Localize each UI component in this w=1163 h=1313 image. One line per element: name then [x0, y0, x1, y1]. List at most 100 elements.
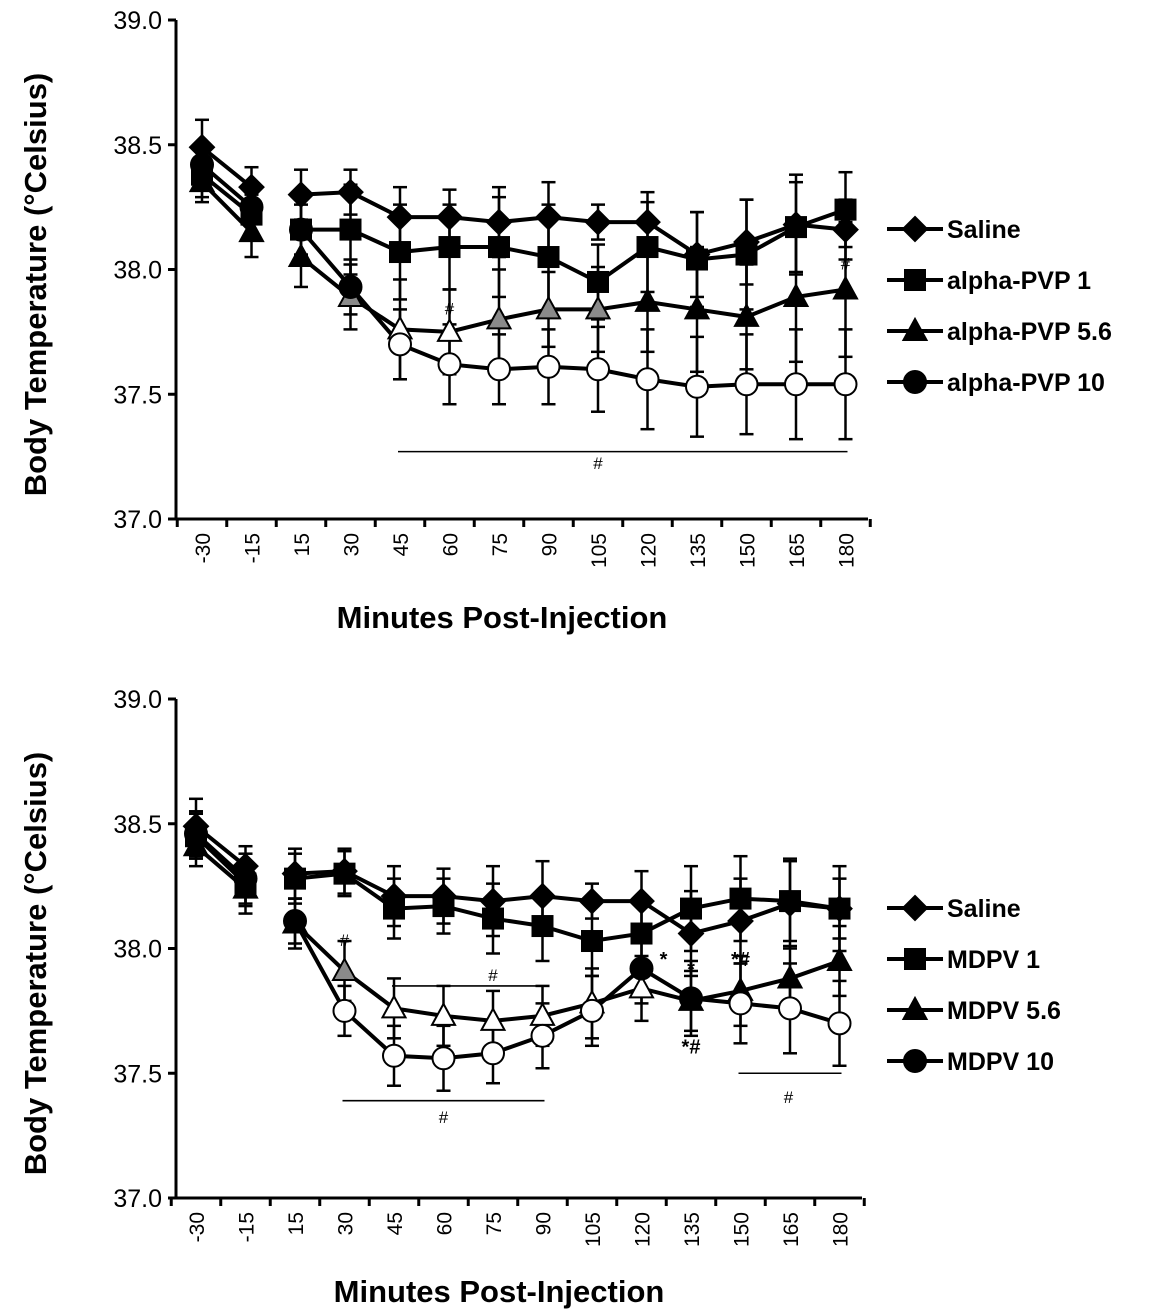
data-point [488, 236, 510, 259]
legend-label: Saline [947, 216, 1021, 244]
series-saline [195, 118, 853, 299]
x-tick-label: 180 [830, 1212, 853, 1247]
series-line [200, 145, 253, 189]
x-tick-label: 15 [285, 1212, 308, 1235]
data-point [383, 897, 405, 920]
data-point [828, 897, 851, 920]
data-point [529, 882, 556, 910]
data-point [535, 203, 562, 231]
legend-marker [903, 1049, 927, 1073]
data-point [388, 332, 412, 357]
series-line [293, 920, 841, 1061]
significance-mark: # [439, 1108, 449, 1127]
data-point [287, 181, 315, 209]
data-point [188, 168, 216, 193]
series-mdpv-5-6 [189, 824, 847, 1053]
legend-marker [901, 894, 929, 922]
data-point [629, 956, 654, 981]
significance-mark: # [488, 966, 498, 985]
x-tick-label: 60 [434, 1212, 457, 1235]
data-point [481, 1041, 505, 1066]
data-point [332, 998, 357, 1023]
data-point [430, 1001, 457, 1026]
data-point [826, 946, 853, 971]
x-tick-label: 180 [836, 533, 859, 568]
data-point [827, 1011, 852, 1036]
data-point [437, 352, 462, 377]
data-point [584, 295, 612, 320]
x-tick-label: 15 [291, 533, 314, 556]
x-tick-label: -30 [186, 1212, 209, 1242]
data-point [584, 208, 612, 236]
x-tick-label: 75 [489, 533, 512, 556]
x-tick-label: -15 [236, 1212, 259, 1242]
data-point [778, 996, 802, 1021]
x-tick-label: 165 [786, 533, 809, 568]
data-point [436, 317, 463, 342]
x-tick-label: 150 [731, 1212, 754, 1247]
series-line [299, 255, 846, 334]
data-point [680, 897, 702, 920]
significance-mark: # [340, 931, 350, 950]
data-point [380, 994, 408, 1019]
legend-marker [904, 948, 926, 970]
data-point [331, 956, 358, 981]
data-point [581, 930, 603, 953]
data-point [832, 216, 859, 243]
series-line [294, 871, 840, 944]
data-point [238, 217, 265, 243]
data-point [727, 907, 754, 935]
data-point [333, 862, 356, 885]
data-point [386, 203, 414, 231]
x-axis-title: Minutes Post-Injection [334, 1274, 665, 1309]
data-point [734, 372, 759, 397]
y-tick-label: 37.0 [113, 1185, 162, 1213]
y-axis-title: Body Temperature (°Celsius) [18, 752, 53, 1176]
x-tick-label: 165 [780, 1212, 803, 1247]
data-point [785, 216, 807, 239]
y-tick-label: 38.5 [113, 132, 162, 160]
legend-label: alpha-PVP 10 [947, 369, 1105, 397]
data-point [339, 218, 362, 241]
series-line [293, 922, 841, 1023]
x-tick-label: 75 [483, 1212, 506, 1235]
data-point [728, 991, 753, 1016]
significance-mark: # [445, 299, 455, 318]
data-point [536, 354, 561, 379]
y-tick-label: 37.0 [113, 506, 162, 534]
x-tick-label: 135 [681, 1212, 704, 1247]
data-point [337, 178, 364, 206]
data-point [628, 887, 655, 915]
data-point [289, 217, 313, 242]
markers-mdpv-10 [184, 821, 852, 1071]
legend: Saline alpha-PVP 1 alpha-PVP 5.6 alpha-PVP … [887, 215, 1112, 397]
legend-marker [904, 269, 926, 291]
data-point [686, 248, 708, 271]
legend-label: MDPV 10 [947, 1048, 1054, 1076]
legend-label: MDPV 5.6 [947, 997, 1061, 1025]
data-point [834, 198, 857, 221]
y-tick-label: 37.5 [113, 381, 162, 409]
data-point [733, 302, 760, 327]
x-tick-label: 45 [384, 1212, 407, 1235]
legend-marker [901, 316, 929, 341]
y-tick-label: 38.0 [113, 936, 162, 964]
x-tick-label: 105 [582, 1212, 605, 1247]
data-point [485, 305, 513, 330]
x-tick-label: 135 [687, 533, 710, 568]
legend-label: MDPV 1 [947, 946, 1040, 974]
data-point [239, 195, 264, 220]
data-point [634, 287, 661, 312]
legend-label: alpha-PVP 5.6 [947, 318, 1112, 346]
data-point [283, 909, 307, 934]
data-point [535, 295, 562, 320]
data-point [382, 1043, 406, 1068]
significance-mark: # [593, 454, 603, 473]
data-point [190, 152, 214, 177]
x-tick-label: 90 [539, 533, 562, 556]
data-point [479, 1006, 507, 1031]
data-point [487, 357, 511, 382]
legend-marker [903, 370, 927, 394]
legend-label: alpha-PVP 1 [947, 267, 1091, 295]
